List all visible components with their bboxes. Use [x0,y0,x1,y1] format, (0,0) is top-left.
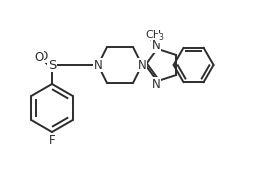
Text: N: N [152,78,161,91]
Text: N: N [94,58,102,71]
Text: S: S [48,58,56,71]
Text: N: N [152,39,161,52]
Text: CH: CH [145,30,161,40]
Text: 3: 3 [159,33,164,42]
Text: F: F [49,134,55,147]
Text: O: O [38,50,48,62]
Text: O: O [34,51,44,64]
Text: N: N [138,58,146,71]
